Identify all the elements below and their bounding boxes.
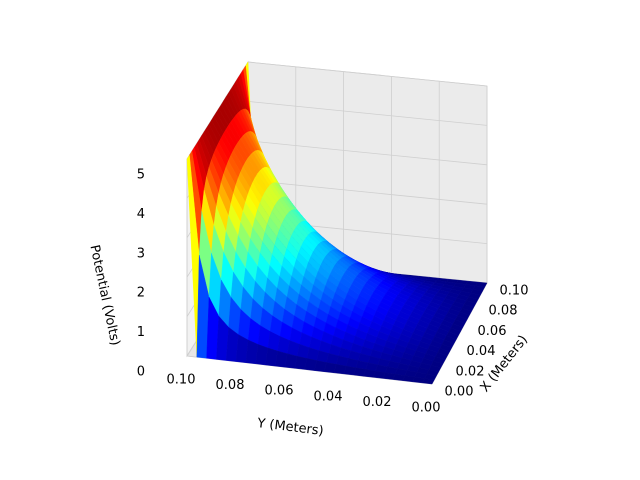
x-axis-label: X (Meters) [478, 333, 531, 396]
x-tick-label: 0.04 [467, 344, 496, 359]
z-tick-label: 5 [137, 168, 145, 183]
x-tick-label: 0.06 [478, 324, 507, 339]
x-tick-label: 0.08 [489, 304, 518, 319]
x-tick-label: 0.10 [500, 284, 529, 299]
surface-cell [421, 378, 435, 385]
z-tick-label: 2 [137, 286, 145, 301]
z-tick-label: 0 [137, 365, 145, 380]
z-tick-label: 4 [137, 207, 145, 222]
gridline-z-right [247, 140, 488, 166]
axis-ticks: 0.00 0.02 0.04 0.06 0.08 0.10 0.10 0.08 0.06 0.04… [137, 168, 529, 416]
z-tick-label: 1 [137, 325, 145, 340]
gridline-z-right [247, 61, 488, 87]
y-tick-label: 0.08 [216, 378, 245, 393]
gridline-z-right [247, 179, 488, 205]
z-tick-label: 3 [137, 246, 145, 261]
y-axis-label: Y (Meters) [255, 416, 324, 439]
potential-surface [186, 61, 488, 385]
x-tick-label: 0.00 [445, 385, 474, 400]
y-tick-label: 0.10 [167, 373, 196, 388]
y-tick-label: 0.02 [363, 395, 392, 410]
y-tick-label: 0.06 [265, 384, 294, 399]
y-tick-label: 0.00 [412, 401, 441, 416]
z-axis-label: Potential (Volts) [86, 244, 122, 347]
gridline-z-right [247, 101, 488, 126]
y-tick-label: 0.04 [314, 389, 343, 404]
x-tick-label: 0.02 [456, 364, 485, 379]
